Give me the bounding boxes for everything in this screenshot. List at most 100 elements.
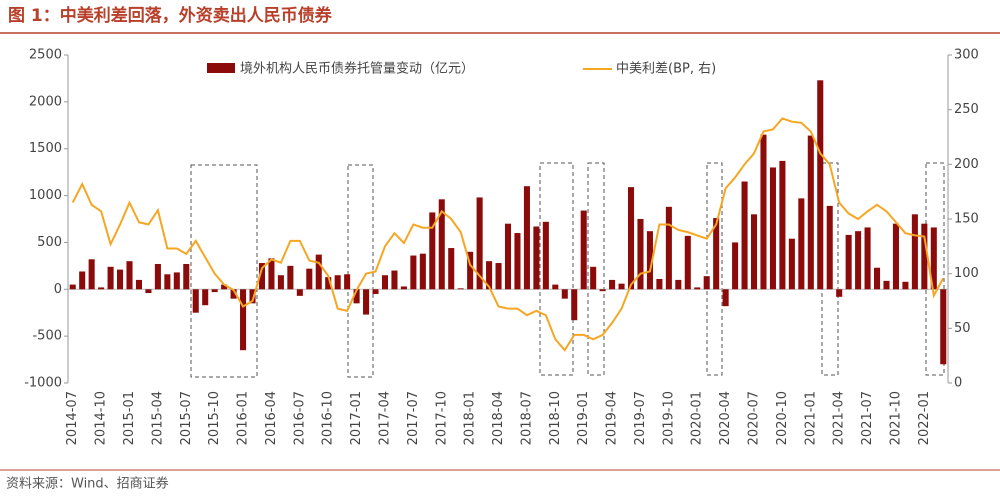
bar (561, 289, 568, 299)
bar (173, 272, 180, 290)
bar (258, 263, 266, 290)
bar (514, 233, 521, 290)
x-tick-label: 2019-10 (661, 391, 676, 445)
bar (344, 274, 351, 290)
bar (892, 223, 899, 290)
bar (476, 197, 483, 290)
bar (287, 265, 294, 290)
bar (410, 255, 417, 290)
bar (372, 289, 379, 294)
bar (599, 289, 606, 292)
bar (855, 231, 862, 290)
x-tick-label: 2016-07 (292, 391, 307, 445)
bar (391, 270, 398, 290)
bar (769, 167, 776, 290)
legend-label: 中美利差(BP, 右) (616, 62, 716, 77)
y2-tick-label: 200 (954, 157, 979, 172)
y-tick-label: -1000 (24, 376, 62, 391)
bar (779, 160, 786, 290)
bar (807, 135, 814, 290)
bar (571, 289, 578, 321)
x-tick-label: 2018-01 (463, 391, 478, 445)
y-tick-label: 500 (37, 235, 62, 250)
x-tick-label: 2017-10 (434, 391, 449, 445)
bar (240, 289, 247, 351)
x-tick-label: 2020-07 (747, 391, 762, 445)
bar (798, 198, 805, 290)
bar (930, 227, 937, 290)
bar (429, 212, 436, 290)
x-tick-label: 2019-07 (633, 391, 648, 445)
bar (221, 284, 228, 290)
bar (79, 271, 86, 290)
bar (277, 275, 284, 290)
bar (921, 223, 928, 290)
bar (98, 287, 105, 290)
bar (419, 253, 426, 290)
x-tick-label: 2014-10 (94, 391, 109, 445)
y2-tick-label: 250 (954, 102, 979, 117)
line (71, 117, 945, 352)
bar (703, 276, 710, 290)
x-tick-label: 2016-10 (321, 391, 336, 445)
bar (817, 80, 824, 290)
bar (438, 199, 445, 290)
bar (750, 214, 758, 290)
x-tick-label: 2021-01 (803, 391, 818, 445)
bar (580, 210, 587, 290)
bar (154, 263, 161, 290)
x-tick-label: 2020-10 (775, 391, 790, 445)
legend-label: 境外机构人民币债券托管量变动（亿元） (240, 61, 474, 77)
source: 资料来源：Wind、招商证券 (6, 476, 169, 492)
bar (722, 289, 729, 307)
x-tick-label: 2015-01 (122, 391, 137, 445)
bar (741, 181, 748, 290)
x-tick-label: 2015-07 (179, 391, 194, 445)
bar (590, 266, 597, 290)
bar (183, 263, 190, 290)
bar (145, 289, 152, 294)
y-tick-label: 1500 (29, 141, 62, 156)
bar (211, 289, 218, 293)
x-tick-label: 2021-10 (888, 391, 903, 445)
bar (117, 269, 124, 290)
x-tick-label: 2021-04 (832, 391, 847, 445)
x-tick-label: 2016-04 (264, 391, 279, 445)
bar (88, 259, 95, 290)
bar (249, 289, 256, 304)
bar (126, 261, 133, 290)
bar (353, 289, 360, 304)
bar (864, 227, 871, 290)
highlight-box (190, 164, 258, 378)
bar (504, 223, 512, 290)
x-tick-label: 2017-04 (377, 391, 392, 445)
y2-tick-label: 150 (954, 212, 979, 227)
y-tick-label: 2500 (29, 48, 62, 63)
x-tick-label: 2018-07 (519, 391, 534, 445)
bar (192, 289, 199, 313)
bar (665, 206, 672, 290)
bar (656, 278, 663, 290)
y2-tick-label: 300 (954, 48, 979, 63)
bar (202, 289, 209, 306)
legend-swatch (207, 63, 235, 73)
y-tick-label: 2000 (29, 94, 62, 109)
bar (940, 289, 947, 365)
bar (646, 231, 653, 290)
bar (845, 234, 852, 290)
bar (135, 279, 142, 290)
x-tick-label: 2017-07 (406, 391, 421, 445)
x-tick-label: 2017-01 (349, 391, 364, 445)
y2-tick-label: 100 (954, 266, 979, 281)
bar (618, 283, 625, 290)
bar (230, 289, 237, 299)
x-tick-label: 2022-01 (917, 391, 932, 445)
bar (694, 287, 701, 290)
bar (69, 284, 76, 290)
highlight-box (347, 164, 374, 378)
x-tick-label: 2018-04 (491, 391, 506, 445)
y-tick-label: 1000 (29, 188, 62, 203)
bar (306, 268, 313, 290)
bar (826, 205, 833, 290)
